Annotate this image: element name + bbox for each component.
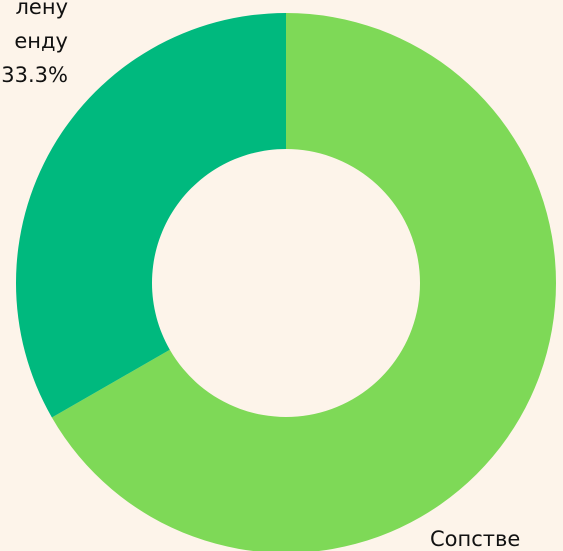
slice-label: Сопстве: [430, 527, 520, 551]
donut-slice: [51, 13, 556, 551]
donut-slice: [15, 13, 286, 418]
slice-value-label: 33.3%: [1, 63, 68, 87]
slice-label: лену: [16, 0, 69, 19]
slice-label: енду: [14, 29, 68, 53]
